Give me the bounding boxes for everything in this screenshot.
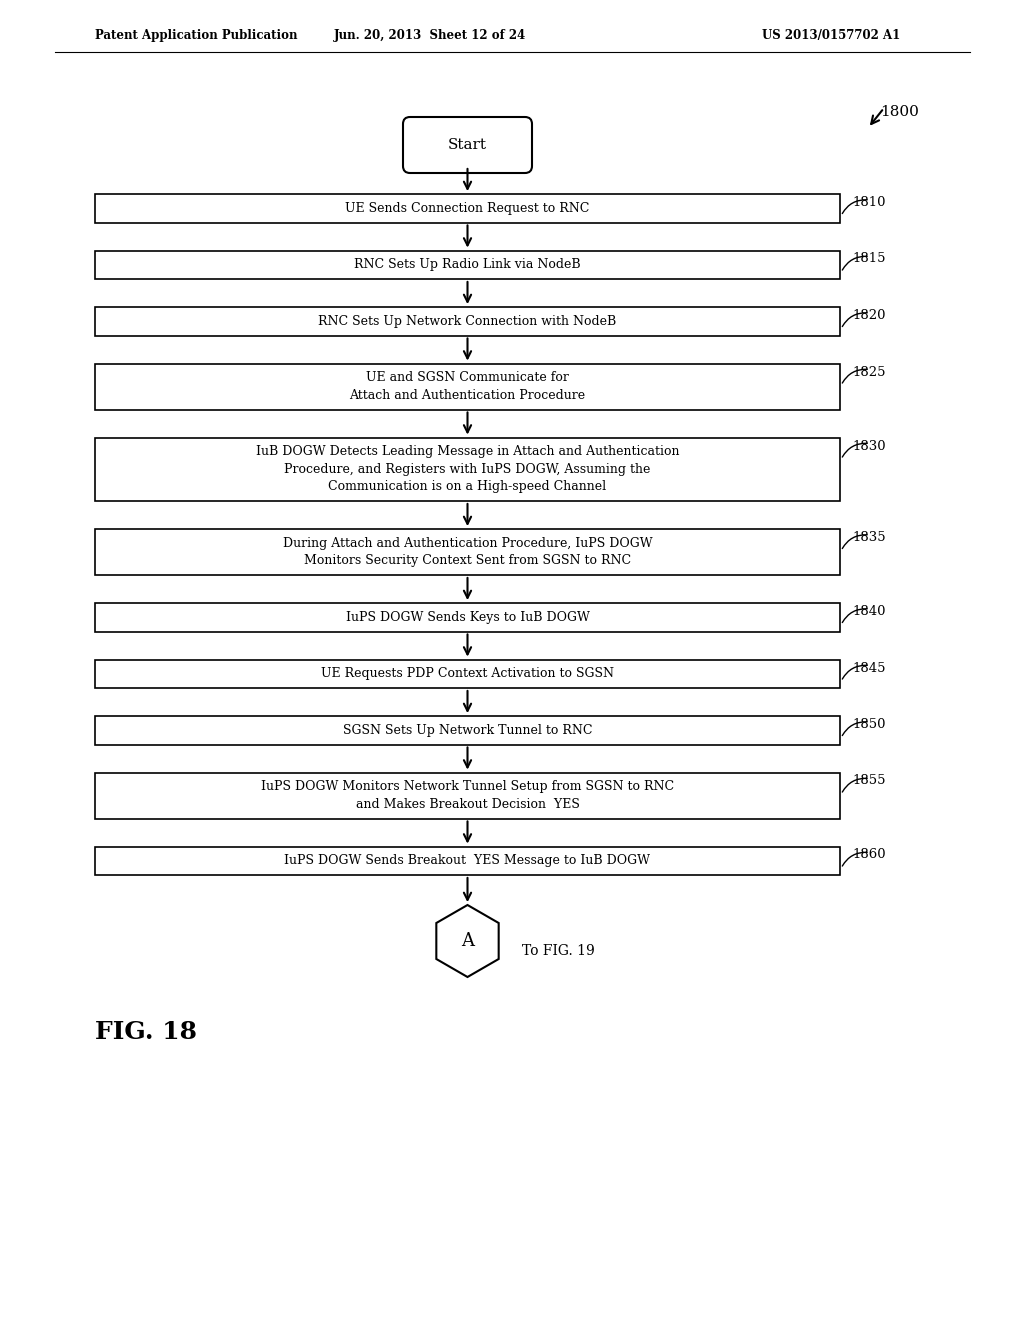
Text: 1850: 1850 — [852, 718, 886, 731]
Text: 1845: 1845 — [852, 661, 886, 675]
Text: UE Requests PDP Context Activation to SGSN: UE Requests PDP Context Activation to SG… — [321, 667, 614, 680]
Text: Monitors Security Context Sent from SGSN to RNC: Monitors Security Context Sent from SGSN… — [304, 554, 631, 568]
Text: RNC Sets Up Network Connection with NodeB: RNC Sets Up Network Connection with Node… — [318, 314, 616, 327]
Text: 1840: 1840 — [852, 605, 886, 618]
Text: SGSN Sets Up Network Tunnel to RNC: SGSN Sets Up Network Tunnel to RNC — [343, 723, 592, 737]
Text: 1825: 1825 — [852, 366, 886, 379]
Text: 1860: 1860 — [852, 849, 886, 862]
Text: IuPS DOGW Sends Breakout  YES Message to IuB DOGW: IuPS DOGW Sends Breakout YES Message to … — [285, 854, 650, 867]
Text: UE and SGSN Communicate for: UE and SGSN Communicate for — [366, 371, 569, 384]
Text: Procedure, and Registers with IuPS DOGW, Assuming the: Procedure, and Registers with IuPS DOGW,… — [285, 463, 650, 475]
Text: IuPS DOGW Monitors Network Tunnel Setup from SGSN to RNC: IuPS DOGW Monitors Network Tunnel Setup … — [261, 780, 674, 793]
Bar — [95, 603, 840, 631]
Text: IuB DOGW Detects Leading Message in Attach and Authentication: IuB DOGW Detects Leading Message in Atta… — [256, 445, 679, 458]
Bar — [95, 363, 840, 409]
Bar — [95, 529, 840, 576]
Text: FIG. 18: FIG. 18 — [95, 1020, 197, 1044]
Text: 1800: 1800 — [880, 106, 919, 119]
Text: 1855: 1855 — [852, 775, 886, 788]
Text: 1810: 1810 — [852, 195, 886, 209]
Text: Attach and Authentication Procedure: Attach and Authentication Procedure — [349, 389, 586, 401]
Text: 1830: 1830 — [852, 440, 886, 453]
Text: Jun. 20, 2013  Sheet 12 of 24: Jun. 20, 2013 Sheet 12 of 24 — [334, 29, 526, 41]
Text: Patent Application Publication: Patent Application Publication — [95, 29, 298, 41]
Bar — [95, 251, 840, 279]
Text: During Attach and Authentication Procedure, IuPS DOGW: During Attach and Authentication Procedu… — [283, 537, 652, 549]
Text: RNC Sets Up Radio Link via NodeB: RNC Sets Up Radio Link via NodeB — [354, 259, 581, 271]
Text: To FIG. 19: To FIG. 19 — [521, 944, 594, 958]
Bar — [95, 437, 840, 502]
Bar — [95, 715, 840, 744]
Bar — [95, 660, 840, 688]
Text: Start: Start — [449, 139, 487, 152]
Bar — [95, 846, 840, 875]
Text: Communication is on a High-speed Channel: Communication is on a High-speed Channel — [329, 480, 606, 494]
Text: UE Sends Connection Request to RNC: UE Sends Connection Request to RNC — [345, 202, 590, 215]
Polygon shape — [436, 906, 499, 977]
Text: 1820: 1820 — [852, 309, 886, 322]
Text: US 2013/0157702 A1: US 2013/0157702 A1 — [762, 29, 900, 41]
Text: A: A — [461, 932, 474, 950]
Text: 1835: 1835 — [852, 531, 886, 544]
Text: and Makes Breakout Decision  YES: and Makes Breakout Decision YES — [355, 797, 580, 810]
FancyBboxPatch shape — [403, 117, 532, 173]
Bar — [95, 308, 840, 335]
Text: IuPS DOGW Sends Keys to IuB DOGW: IuPS DOGW Sends Keys to IuB DOGW — [345, 611, 590, 624]
Bar — [95, 772, 840, 818]
Text: 1815: 1815 — [852, 252, 886, 265]
Bar — [95, 194, 840, 223]
